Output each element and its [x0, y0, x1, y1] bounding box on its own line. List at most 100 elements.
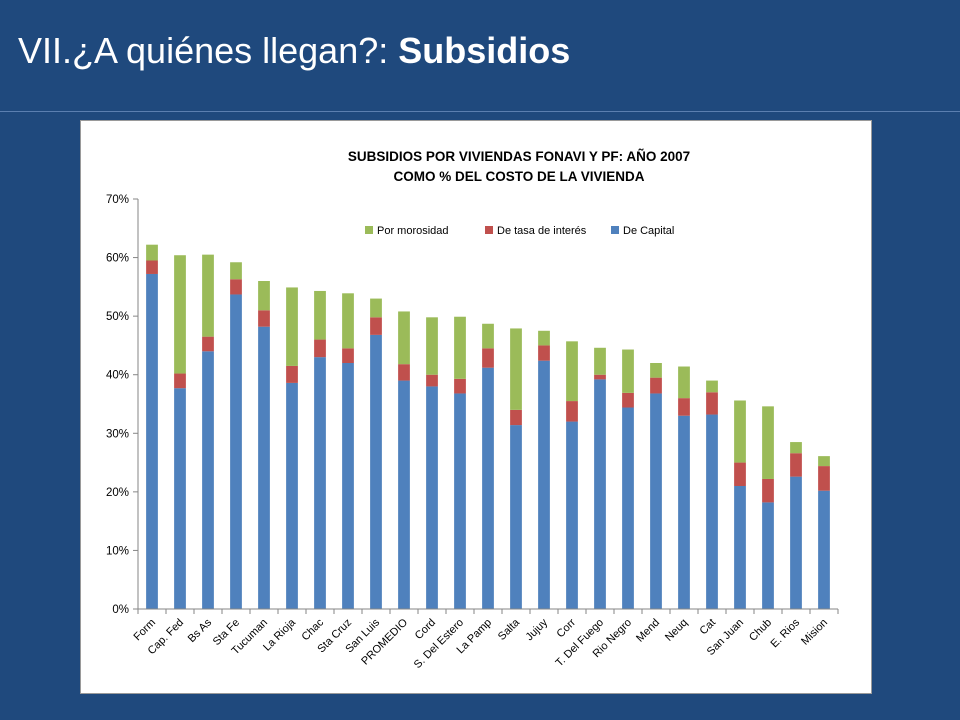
bar-segment: [650, 393, 662, 609]
y-axis: 0% 10% 20% 30% 40% 50% 60% 70%: [106, 194, 139, 616]
x-tick-label: Corr: [555, 616, 579, 640]
bar-segment: [230, 294, 242, 609]
slide-title: VII.¿A quiénes llegan?: Subsidios: [18, 30, 570, 72]
legend-swatch: [365, 226, 373, 234]
bar-segment: [510, 425, 522, 609]
bar-segment: [566, 341, 578, 402]
y-tick-label: 70%: [106, 194, 129, 206]
bar-segment: [230, 279, 242, 295]
bar-segment: [426, 317, 438, 375]
y-tick-label: 50%: [106, 311, 129, 323]
bar-segment: [454, 316, 466, 379]
bar-segment: [174, 373, 186, 389]
y-tick-label: 10%: [106, 545, 129, 557]
bar-segment: [622, 407, 634, 609]
bar-segment: [538, 330, 550, 346]
x-tick-label: Neuq: [663, 617, 690, 644]
bar-segment: [202, 336, 214, 352]
x-tick-label: Cord: [413, 617, 438, 642]
bar-segment: [370, 298, 382, 318]
bar-segment: [706, 392, 718, 415]
legend-label: De Capital: [623, 225, 674, 237]
bar-segment: [762, 406, 774, 479]
bar-segment: [538, 345, 550, 361]
bar-segment: [482, 323, 494, 349]
bars: [146, 244, 830, 609]
bar-segment: [678, 366, 690, 399]
bar-segment: [174, 255, 186, 374]
y-tick-label: 0%: [112, 604, 129, 616]
bar-segment: [230, 262, 242, 280]
x-tick-label: Jujuy: [523, 616, 550, 643]
y-tick-label: 30%: [106, 428, 129, 440]
bar-segment: [818, 466, 830, 491]
bar-segment: [566, 421, 578, 609]
bar-segment: [734, 486, 746, 609]
bar-segment: [734, 462, 746, 486]
bar-segment: [734, 400, 746, 463]
bar-segment: [594, 374, 606, 380]
bar-segment: [706, 380, 718, 393]
chart-title-line-1: SUBSIDIOS POR VIVIENDAS FONAVI Y PF: AÑO…: [348, 149, 690, 164]
y-tick-label: 40%: [106, 370, 129, 382]
chart-legend: Por morosidad De tasa de interés De Capita…: [365, 225, 674, 237]
x-tick-label: E. Rios: [769, 616, 803, 650]
bar-segment: [146, 273, 158, 609]
bar-segment: [146, 244, 158, 261]
bar-segment: [510, 328, 522, 410]
bar-segment: [538, 360, 550, 609]
bar-segment: [762, 502, 774, 609]
legend-label: De tasa de interés: [497, 225, 587, 237]
bar-segment: [398, 380, 410, 609]
slide-title-regular: VII.¿A quiénes llegan?:: [18, 30, 399, 71]
bar-segment: [314, 339, 326, 358]
bar-segment: [650, 363, 662, 378]
legend-swatch: [485, 226, 493, 234]
bar-segment: [678, 398, 690, 416]
bar-segment: [398, 311, 410, 365]
stacked-bar-chart: SUBSIDIOS POR VIVIENDAS FONAVI Y PF: AÑO…: [106, 149, 839, 671]
bar-segment: [370, 334, 382, 609]
bar-segment: [202, 254, 214, 337]
bar-segment: [622, 392, 634, 408]
bar-segment: [818, 456, 830, 467]
y-tick-label: 20%: [106, 487, 129, 499]
bar-segment: [342, 348, 354, 363]
bar-segment: [146, 260, 158, 274]
bar-segment: [314, 290, 326, 340]
x-tick-label: Salta: [496, 616, 523, 643]
title-divider: [0, 111, 960, 112]
bar-segment: [258, 326, 270, 609]
x-tick-label: Cat: [698, 617, 719, 638]
bar-segment: [790, 476, 802, 609]
bar-segment: [510, 409, 522, 426]
bar-segment: [314, 357, 326, 609]
bar-segment: [426, 386, 438, 609]
legend-swatch: [611, 226, 619, 234]
bar-segment: [678, 415, 690, 609]
bar-segment: [286, 365, 298, 383]
bar-segment: [258, 310, 270, 327]
x-tick-label: Mend: [634, 617, 662, 645]
bar-segment: [454, 393, 466, 609]
bar-segment: [426, 374, 438, 387]
bar-segment: [286, 287, 298, 366]
slide-title-bold: Subsidios: [398, 30, 571, 71]
chart-title-line-2: COMO % DEL COSTO DE LA VIVIENDA: [393, 169, 644, 184]
bar-segment: [566, 401, 578, 422]
bar-segment: [594, 347, 606, 375]
bar-segment: [706, 414, 718, 609]
chart-panel: SUBSIDIOS POR VIVIENDAS FONAVI Y PF: AÑO…: [80, 120, 872, 694]
bar-segment: [258, 281, 270, 311]
bar-segment: [202, 351, 214, 609]
bar-segment: [622, 349, 634, 393]
bar-segment: [454, 378, 466, 394]
bar-segment: [286, 382, 298, 609]
bar-segment: [790, 453, 802, 477]
bar-segment: [342, 363, 354, 609]
y-tick-label: 60%: [106, 253, 129, 265]
bar-segment: [818, 490, 830, 609]
bar-segment: [482, 348, 494, 368]
bar-segment: [398, 364, 410, 381]
